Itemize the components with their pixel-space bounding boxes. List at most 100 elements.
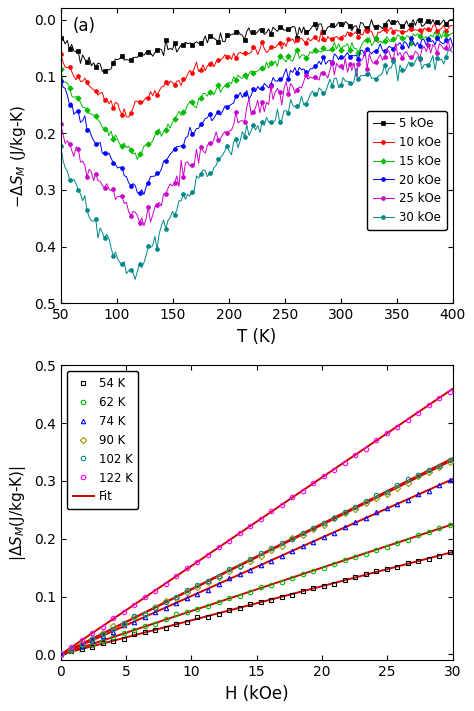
102 K bbox=[263, 547, 269, 556]
15 kOe bbox=[209, 89, 215, 97]
X-axis label: H (kOe): H (kOe) bbox=[225, 685, 289, 702]
10 kOe bbox=[64, 63, 70, 72]
74 K bbox=[279, 552, 284, 560]
30 kOe bbox=[439, 55, 445, 63]
54 K bbox=[58, 650, 64, 658]
74 K bbox=[381, 506, 387, 515]
122 K bbox=[381, 431, 387, 439]
30 kOe bbox=[132, 275, 138, 284]
20 kOe bbox=[64, 91, 70, 100]
Line: 5 kOe: 5 kOe bbox=[59, 18, 455, 73]
30 kOe bbox=[58, 141, 64, 150]
102 K bbox=[450, 454, 456, 463]
5 kOe bbox=[64, 36, 70, 45]
25 kOe bbox=[58, 120, 64, 129]
X-axis label: T (K): T (K) bbox=[237, 328, 276, 346]
20 kOe bbox=[450, 41, 456, 49]
90 K bbox=[381, 490, 387, 498]
74 K bbox=[450, 476, 456, 484]
30 kOe bbox=[450, 48, 456, 57]
25 kOe bbox=[139, 214, 145, 223]
122 K bbox=[263, 512, 269, 520]
62 K bbox=[263, 583, 269, 592]
5 kOe bbox=[209, 32, 215, 41]
102 K bbox=[329, 513, 335, 521]
15 kOe bbox=[58, 65, 64, 73]
5 kOe bbox=[141, 51, 147, 60]
10 kOe bbox=[432, 20, 438, 28]
Line: 122 K: 122 K bbox=[58, 387, 455, 657]
15 kOe bbox=[441, 27, 447, 36]
54 K bbox=[187, 617, 192, 626]
Legend: 5 kOe, 10 kOe, 15 kOe, 20 kOe, 25 kOe, 30 kOe: 5 kOe, 10 kOe, 15 kOe, 20 kOe, 25 kOe, 3… bbox=[367, 111, 447, 230]
62 K bbox=[381, 542, 387, 550]
25 kOe bbox=[104, 179, 109, 188]
5 kOe bbox=[450, 16, 456, 24]
25 kOe bbox=[450, 41, 456, 50]
5 kOe bbox=[369, 16, 374, 24]
15 kOe bbox=[64, 79, 70, 87]
90 K bbox=[329, 516, 335, 525]
Line: 54 K: 54 K bbox=[58, 550, 455, 657]
122 K bbox=[279, 501, 284, 509]
Y-axis label: $-\Delta S_M$ (J/kg-K): $-\Delta S_M$ (J/kg-K) bbox=[9, 104, 28, 208]
30 kOe bbox=[141, 258, 147, 267]
10 kOe bbox=[450, 21, 456, 30]
10 kOe bbox=[141, 96, 147, 105]
Line: 102 K: 102 K bbox=[58, 456, 455, 657]
102 K bbox=[187, 585, 192, 594]
15 kOe bbox=[104, 124, 109, 132]
25 kOe bbox=[445, 36, 451, 44]
62 K bbox=[187, 606, 192, 615]
90 K bbox=[58, 650, 64, 658]
20 kOe bbox=[141, 190, 147, 198]
62 K bbox=[58, 650, 64, 658]
10 kOe bbox=[104, 94, 109, 102]
30 kOe bbox=[209, 170, 215, 178]
Line: 25 kOe: 25 kOe bbox=[59, 38, 455, 228]
30 kOe bbox=[408, 59, 414, 68]
30 kOe bbox=[64, 167, 70, 176]
20 kOe bbox=[408, 34, 414, 43]
10 kOe bbox=[209, 58, 215, 66]
15 kOe bbox=[439, 33, 445, 42]
Text: (b): (b) bbox=[80, 374, 104, 392]
122 K bbox=[187, 562, 192, 571]
102 K bbox=[213, 573, 219, 582]
54 K bbox=[450, 548, 456, 557]
Y-axis label: $|\Delta S_M$(J/kg-K)$|$: $|\Delta S_M$(J/kg-K)$|$ bbox=[9, 465, 28, 560]
90 K bbox=[213, 574, 219, 582]
Line: 15 kOe: 15 kOe bbox=[59, 29, 455, 161]
102 K bbox=[381, 489, 387, 498]
30 kOe bbox=[104, 230, 109, 239]
62 K bbox=[329, 560, 335, 568]
122 K bbox=[329, 466, 335, 475]
90 K bbox=[450, 456, 456, 464]
5 kOe bbox=[106, 65, 112, 74]
62 K bbox=[450, 521, 456, 530]
62 K bbox=[447, 520, 453, 529]
5 kOe bbox=[58, 34, 64, 43]
62 K bbox=[213, 599, 219, 607]
Line: 10 kOe: 10 kOe bbox=[59, 23, 455, 119]
10 kOe bbox=[408, 25, 414, 33]
90 K bbox=[279, 542, 284, 550]
74 K bbox=[187, 593, 192, 602]
15 kOe bbox=[450, 28, 456, 37]
102 K bbox=[58, 650, 64, 658]
20 kOe bbox=[104, 151, 109, 159]
90 K bbox=[263, 550, 269, 558]
102 K bbox=[279, 539, 284, 547]
54 K bbox=[329, 579, 335, 588]
54 K bbox=[279, 593, 284, 602]
15 kOe bbox=[135, 155, 140, 164]
74 K bbox=[58, 650, 64, 658]
74 K bbox=[329, 528, 335, 537]
122 K bbox=[450, 385, 456, 394]
Line: 30 kOe: 30 kOe bbox=[59, 48, 455, 282]
25 kOe bbox=[141, 221, 147, 230]
74 K bbox=[213, 582, 219, 590]
25 kOe bbox=[64, 137, 70, 145]
54 K bbox=[263, 597, 269, 606]
20 kOe bbox=[58, 77, 64, 85]
